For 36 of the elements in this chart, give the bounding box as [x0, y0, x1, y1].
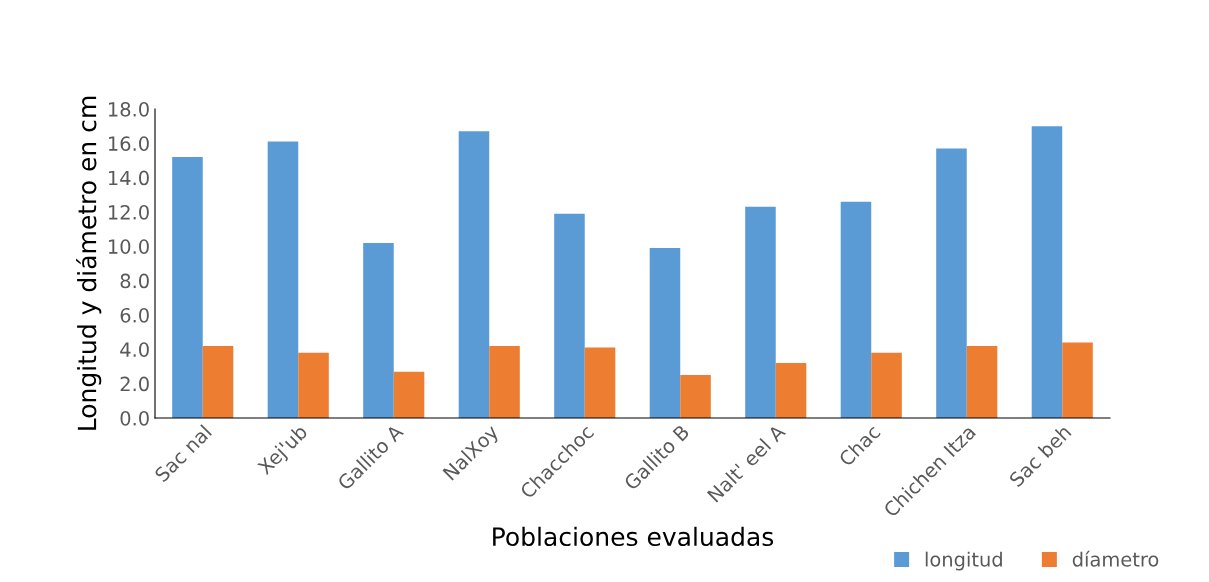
- bar: [775, 363, 807, 418]
- y-tick-label: 10.0: [108, 239, 149, 254]
- bar: [202, 345, 234, 418]
- bar: [298, 352, 329, 418]
- bar: [966, 345, 998, 418]
- y-axis-title: Longitud y diámetro en cm: [76, 96, 102, 430]
- y-tick-label: 12.0: [108, 204, 149, 220]
- bar: [1031, 126, 1063, 418]
- y-tick-label: 2.0: [120, 376, 149, 392]
- bar: [1062, 342, 1093, 418]
- x-tick-label: Sac beh: [1008, 424, 1072, 488]
- y-tick-label: 16.0: [108, 136, 149, 151]
- y-tick-label: 14.0: [108, 170, 149, 186]
- bar: [936, 148, 967, 418]
- y-tick-label: 18.0: [108, 101, 149, 117]
- y-tick-label: 8.0: [120, 273, 149, 289]
- bar: [458, 131, 490, 418]
- x-tick-label: Sac nal: [153, 424, 213, 483]
- bar: [554, 213, 585, 418]
- bar: [840, 201, 872, 418]
- bar: [393, 371, 425, 418]
- y-tick-label: 4.0: [120, 342, 149, 357]
- bar: [680, 375, 711, 418]
- bar: [871, 352, 902, 418]
- x-axis-title: Poblaciones evaluadas: [493, 526, 774, 547]
- bar: [489, 345, 520, 418]
- bar: [363, 242, 394, 418]
- legend-label: díametro: [1072, 550, 1159, 567]
- y-tick-label: 6.0: [120, 307, 149, 323]
- bar: [267, 141, 299, 418]
- bar: [584, 347, 616, 418]
- legend-label: longitud: [925, 551, 1002, 571]
- bar: [649, 248, 681, 418]
- bar: [172, 157, 203, 418]
- y-tick-label: 0.0: [120, 410, 149, 426]
- bar: [745, 206, 776, 418]
